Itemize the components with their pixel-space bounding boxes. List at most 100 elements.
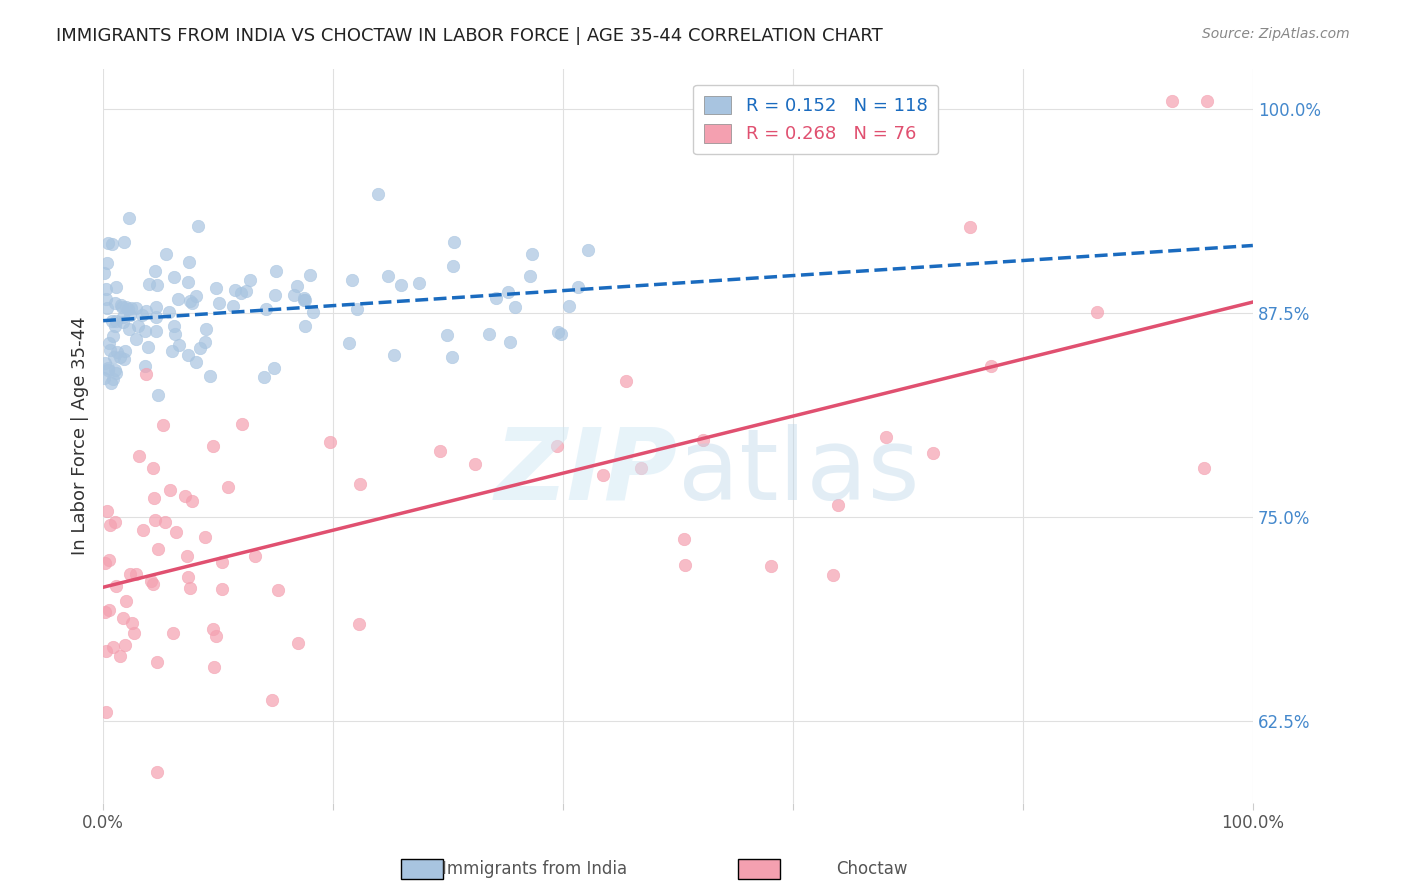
Point [211, 555, 233, 569]
Point [146, 655, 169, 669]
Point [499, 334, 522, 349]
Point [959, 219, 981, 234]
Point [267, 583, 290, 598]
Point [146, 277, 169, 292]
Point [104, 319, 127, 334]
Point [118, 211, 141, 226]
Point [180, 296, 202, 310]
Point [96, 301, 118, 315]
Point [441, 259, 464, 273]
Point [263, 361, 285, 376]
Point [142, 576, 165, 591]
Point [163, 318, 186, 333]
Point [205, 629, 228, 643]
Point [253, 370, 276, 384]
Point [692, 433, 714, 447]
Point [194, 321, 217, 335]
Point [1195, 94, 1218, 108]
Point [200, 369, 222, 384]
Point [349, 617, 371, 632]
Point [152, 417, 174, 432]
Text: ZIP: ZIP [495, 424, 678, 521]
Point [93, 266, 115, 280]
Point [301, 305, 323, 319]
Text: Immigrants from India: Immigrants from India [441, 860, 627, 878]
Point [202, 659, 225, 673]
Point [630, 461, 652, 475]
Point [165, 525, 187, 540]
Point [193, 335, 215, 350]
Point [145, 513, 167, 527]
Point [135, 303, 157, 318]
Point [94, 705, 117, 719]
Point [100, 376, 122, 390]
Point [921, 445, 943, 459]
Point [436, 327, 458, 342]
Point [503, 300, 526, 314]
Point [141, 461, 163, 475]
Point [124, 301, 146, 315]
Point [184, 354, 207, 368]
Point [179, 581, 201, 595]
Point [101, 328, 124, 343]
Legend: R = 0.152   N = 118, R = 0.268   N = 76: R = 0.152 N = 118, R = 0.268 N = 76 [693, 85, 938, 154]
Point [97, 363, 120, 377]
Point [176, 549, 198, 563]
Point [342, 273, 364, 287]
Point [384, 348, 406, 362]
Point [162, 625, 184, 640]
Point [485, 291, 508, 305]
Point [188, 341, 211, 355]
Point [204, 281, 226, 295]
Point [224, 283, 246, 297]
Point [827, 498, 849, 512]
Point [1161, 94, 1184, 108]
Point [94, 644, 117, 658]
Point [120, 308, 142, 322]
Point [264, 288, 287, 302]
Point [221, 299, 243, 313]
Point [181, 494, 204, 508]
Point [292, 293, 315, 307]
Point [187, 219, 209, 233]
Point [980, 359, 1002, 373]
Point [104, 314, 127, 328]
Point [672, 532, 695, 546]
Point [522, 247, 544, 261]
Point [101, 640, 124, 654]
Point [823, 568, 845, 582]
Point [104, 362, 127, 376]
Point [93, 371, 115, 385]
Point [231, 417, 253, 432]
Point [110, 350, 132, 364]
Point [478, 327, 501, 342]
Point [235, 285, 257, 299]
Text: Choctaw: Choctaw [837, 860, 907, 878]
Point [245, 549, 267, 563]
Point [157, 305, 180, 319]
Point [101, 372, 124, 386]
Point [229, 286, 252, 301]
Point [260, 693, 283, 707]
Point [179, 294, 201, 309]
Point [163, 270, 186, 285]
Point [176, 569, 198, 583]
Point [201, 623, 224, 637]
Point [547, 325, 569, 339]
Point [143, 263, 166, 277]
Point [131, 308, 153, 322]
Point [134, 324, 156, 338]
Point [97, 361, 120, 376]
Point [201, 439, 224, 453]
Y-axis label: In Labor Force | Age 35-44: In Labor Force | Age 35-44 [72, 317, 89, 555]
Point [208, 296, 231, 310]
Point [117, 322, 139, 336]
Point [546, 439, 568, 453]
Point [101, 236, 124, 251]
Point [121, 616, 143, 631]
Point [110, 298, 132, 312]
Point [125, 332, 148, 346]
Point [254, 301, 277, 316]
Point [111, 315, 134, 329]
Point [1192, 461, 1215, 475]
